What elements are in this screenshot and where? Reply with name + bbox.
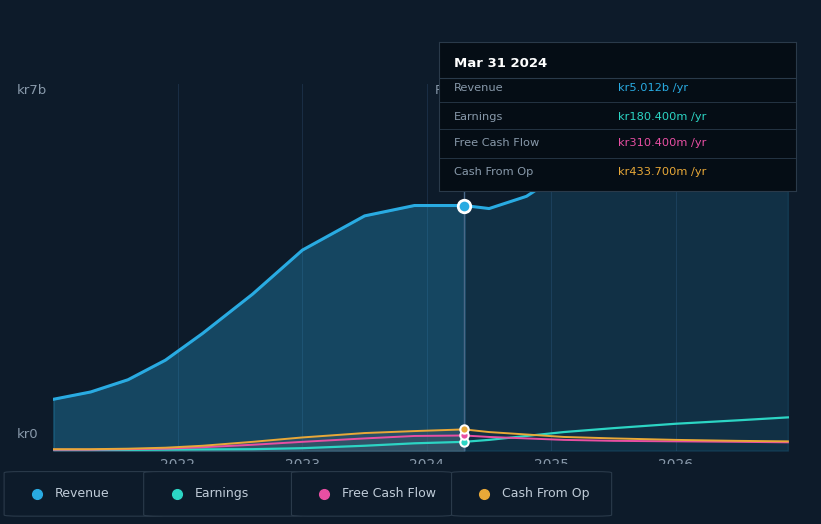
- Text: Cash From Op: Cash From Op: [453, 167, 533, 177]
- Text: Earnings: Earnings: [453, 112, 503, 122]
- Text: kr180.400m /yr: kr180.400m /yr: [618, 112, 706, 122]
- Text: Free Cash Flow: Free Cash Flow: [342, 487, 436, 500]
- FancyBboxPatch shape: [4, 472, 164, 516]
- Text: Revenue: Revenue: [55, 487, 110, 500]
- Text: Mar 31 2024: Mar 31 2024: [453, 57, 547, 70]
- Text: Free Cash Flow: Free Cash Flow: [453, 138, 539, 148]
- Text: Analysts Forecasts: Analysts Forecasts: [468, 84, 585, 97]
- Text: kr433.700m /yr: kr433.700m /yr: [618, 167, 706, 177]
- FancyBboxPatch shape: [144, 472, 304, 516]
- Text: Cash From Op: Cash From Op: [502, 487, 590, 500]
- Text: Past: Past: [434, 84, 461, 97]
- FancyBboxPatch shape: [452, 472, 612, 516]
- Text: Revenue: Revenue: [453, 83, 503, 93]
- Text: Earnings: Earnings: [195, 487, 249, 500]
- Text: kr5.012b /yr: kr5.012b /yr: [618, 83, 688, 93]
- FancyBboxPatch shape: [291, 472, 452, 516]
- Text: kr0: kr0: [17, 429, 39, 441]
- Text: kr310.400m /yr: kr310.400m /yr: [618, 138, 706, 148]
- Text: kr7b: kr7b: [17, 84, 47, 97]
